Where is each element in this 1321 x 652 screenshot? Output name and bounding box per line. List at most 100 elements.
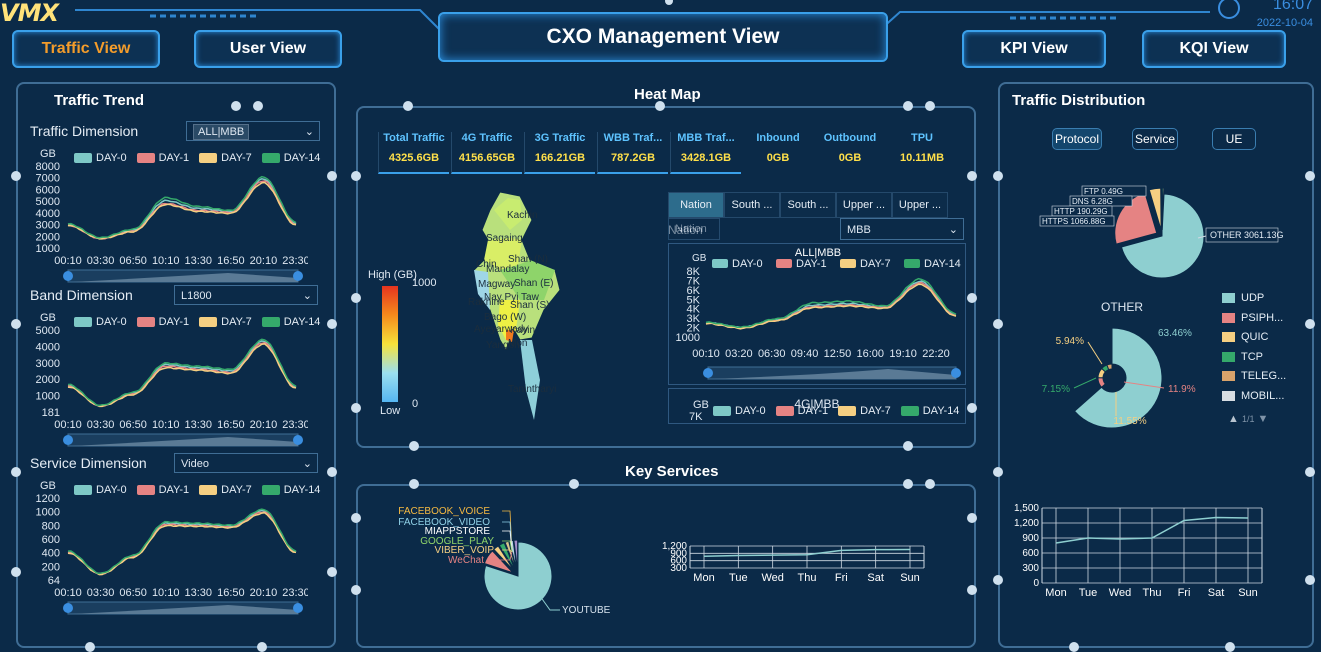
week-line[interactable]	[1055, 516, 1249, 544]
slider-handle[interactable]	[293, 603, 303, 613]
4gmbb-legend-item[interactable]: DAY-14	[900, 405, 959, 417]
series-line-day-0[interactable]	[705, 280, 956, 329]
kpi-card[interactable]: TPU 10.11MB	[887, 132, 957, 174]
pie-slice[interactable]	[493, 545, 515, 572]
zoom-slider[interactable]	[703, 366, 961, 380]
series-line-day-0[interactable]	[67, 340, 297, 407]
slider-handle[interactable]	[293, 435, 303, 445]
trend-legend-item[interactable]: DAY-1	[136, 316, 189, 328]
legend-item[interactable]: MOBIL...	[1222, 390, 1286, 410]
series-line-day-1[interactable]	[67, 511, 297, 575]
donut-slice[interactable]	[1097, 377, 1106, 388]
series-line-day-7[interactable]	[67, 512, 297, 576]
series-line-day-0[interactable]	[68, 509, 297, 575]
kpi-card[interactable]: MBB Traf... 3428.1GB	[670, 132, 741, 174]
other-donut[interactable]: 63.46% 5.94% 7.15% 11.9% 11.55%	[1040, 318, 1210, 428]
x-tick-label: 00:10	[54, 255, 82, 267]
series-line-day-7[interactable]	[67, 343, 297, 408]
series-line-day-14[interactable]	[67, 338, 297, 407]
kpi-card[interactable]: 4G Traffic 4156.65GB	[451, 132, 522, 174]
prev-page-icon[interactable]: ▲	[1228, 413, 1239, 425]
region-tab[interactable]: South ...	[780, 192, 836, 218]
slider-handle[interactable]	[63, 603, 73, 613]
trend-legend-item[interactable]: DAY-0	[74, 152, 127, 164]
pie-slice[interactable]	[1161, 187, 1165, 231]
pie-slice[interactable]	[1120, 193, 1205, 279]
kpi-card[interactable]: 3G Traffic 166.21GB	[524, 132, 595, 174]
slider-handle[interactable]	[703, 368, 713, 378]
trend-legend-item[interactable]: DAY-1	[136, 484, 189, 496]
pie-label: OTHER 3061.13G	[1210, 230, 1284, 240]
nav-kpi-view[interactable]: KPI View	[962, 30, 1106, 68]
region-tab[interactable]: Upper ...	[836, 192, 892, 218]
dimension-select[interactable]: ALL|MBB ⌄	[186, 121, 320, 141]
kpi-card[interactable]: WBB Traf... 787.2GB	[597, 132, 668, 174]
pie-slice[interactable]	[483, 541, 553, 611]
nav-traffic-view[interactable]: Traffic View	[12, 30, 160, 68]
pie-slice[interactable]	[483, 550, 514, 574]
legend-item[interactable]: TELEG...	[1222, 370, 1286, 390]
zoom-slider[interactable]	[63, 433, 303, 447]
series-line-day-14[interactable]	[705, 277, 957, 329]
series-line-day-1[interactable]	[67, 180, 297, 240]
pie-slice[interactable]	[1148, 187, 1162, 231]
series-line-day-7[interactable]	[67, 181, 297, 240]
region-tab[interactable]: Upper ...	[892, 192, 948, 218]
trend-legend-item[interactable]: DAY-14	[261, 316, 320, 328]
4gmbb-legend-item[interactable]: DAY-7	[838, 405, 891, 417]
trend-legend-item[interactable]: DAY-7	[199, 152, 252, 164]
dimension-select[interactable]: L1800 ⌄	[174, 285, 318, 305]
trend-legend-item[interactable]: DAY-14	[261, 484, 320, 496]
tab-protocol[interactable]: Protocol	[1052, 128, 1102, 150]
legend-item[interactable]: PSIPH...	[1222, 312, 1286, 332]
network-select[interactable]: MBB ⌄	[840, 218, 964, 240]
tab-ue[interactable]: UE	[1212, 128, 1256, 150]
trend-legend-item[interactable]: DAY-1	[136, 152, 189, 164]
series-line-day-7[interactable]	[705, 283, 957, 330]
series-line-day-1[interactable]	[67, 342, 297, 407]
slider-handle[interactable]	[951, 368, 961, 378]
legend-item[interactable]: QUIC	[1222, 331, 1286, 351]
trend-legend-item[interactable]: DAY-7	[199, 316, 252, 328]
region-filter-input[interactable]: Nation	[668, 218, 720, 240]
slider-handle[interactable]	[293, 271, 303, 281]
nav-kqi-view[interactable]: KQI View	[1142, 30, 1286, 68]
myanmar-map[interactable]	[460, 190, 570, 420]
trend-legend-item[interactable]: DAY-0	[74, 316, 127, 328]
series-line-day-14[interactable]	[67, 175, 297, 239]
4gmbb-legend-item[interactable]: DAY-1	[775, 405, 828, 417]
next-page-icon[interactable]: ▼	[1257, 413, 1269, 425]
week-line[interactable]	[703, 548, 911, 558]
legend-item[interactable]: TCP	[1222, 351, 1286, 371]
donut-slice[interactable]	[1106, 363, 1113, 371]
legend-item[interactable]: UDP	[1222, 292, 1286, 312]
zoom-slider[interactable]	[63, 601, 303, 615]
allmbb-legend-item[interactable]: DAY-0	[712, 258, 763, 270]
pie-slice[interactable]	[513, 539, 519, 571]
tab-service[interactable]: Service	[1132, 128, 1178, 150]
zoom-slider[interactable]	[63, 269, 303, 283]
allmbb-legend-item[interactable]: DAY-1	[776, 258, 827, 270]
4gmbb-legend-item[interactable]: DAY-0	[713, 405, 766, 417]
allmbb-legend-item[interactable]: DAY-14	[904, 258, 961, 270]
region-tab[interactable]: Nation	[668, 192, 724, 218]
dimension-select[interactable]: Video ⌄	[174, 453, 318, 473]
trend-legend-item[interactable]: DAY-14	[261, 152, 320, 164]
series-line-day-1[interactable]	[706, 281, 957, 329]
allmbb-legend-item[interactable]: DAY-7	[840, 258, 891, 270]
trend-legend-item[interactable]: DAY-7	[199, 484, 252, 496]
trend-legend-item[interactable]: DAY-0	[74, 484, 127, 496]
donut-slice[interactable]	[1073, 327, 1163, 428]
kpi-card[interactable]: Total Traffic 4325.6GB	[378, 132, 449, 174]
region-tab[interactable]: South ...	[724, 192, 780, 218]
network-select-value: MBB	[847, 224, 871, 236]
slider-handle[interactable]	[63, 435, 73, 445]
kpi-card[interactable]: Inbound 0GB	[743, 132, 813, 174]
legend-pager[interactable]: ▲ 1/1 ▼	[1228, 413, 1268, 425]
slider-handle[interactable]	[63, 271, 73, 281]
key-services-pie[interactable]: FACEBOOK_VOICEFACEBOOK_VIDEOMIAPPSTOREGO…	[360, 500, 660, 630]
kpi-card[interactable]: Outbound 0GB	[815, 132, 885, 174]
series-line-day-14[interactable]	[67, 508, 297, 575]
nav-user-view[interactable]: User View	[194, 30, 342, 68]
